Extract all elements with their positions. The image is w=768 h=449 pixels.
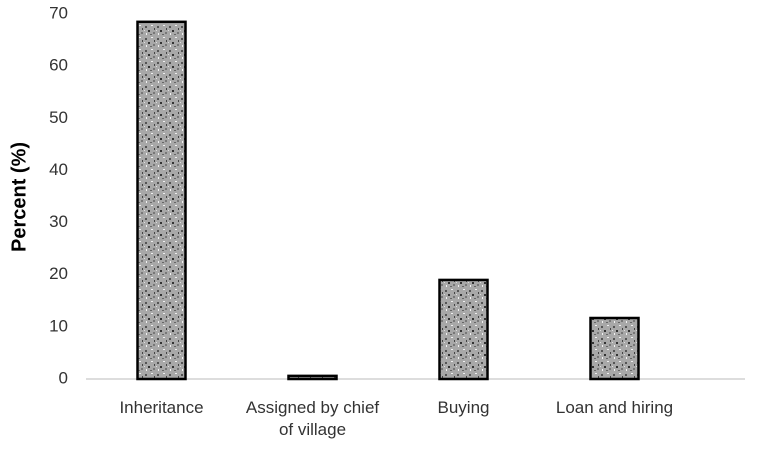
- x-tick-label: Inheritance: [119, 398, 204, 417]
- y-tick-label: 70: [49, 3, 68, 22]
- y-tick-label: 0: [59, 368, 68, 387]
- x-tick-label: Buying: [437, 398, 490, 417]
- bar-texture: [287, 374, 338, 381]
- y-tick-label: 30: [49, 212, 68, 231]
- y-tick-label: 40: [49, 160, 68, 179]
- y-tick-label: 50: [49, 108, 68, 127]
- bar-texture: [438, 278, 489, 381]
- x-tick-label: Assigned by chief of village: [245, 398, 380, 439]
- y-tick-label: 10: [49, 316, 68, 335]
- x-tick-label: Loan and hiring: [555, 398, 674, 417]
- y-tick-label: 60: [49, 56, 68, 75]
- y-axis-label: Percent (%): [8, 142, 30, 252]
- bar-texture: [136, 20, 187, 381]
- bar-texture: [589, 316, 640, 381]
- y-tick-label: 20: [49, 264, 68, 283]
